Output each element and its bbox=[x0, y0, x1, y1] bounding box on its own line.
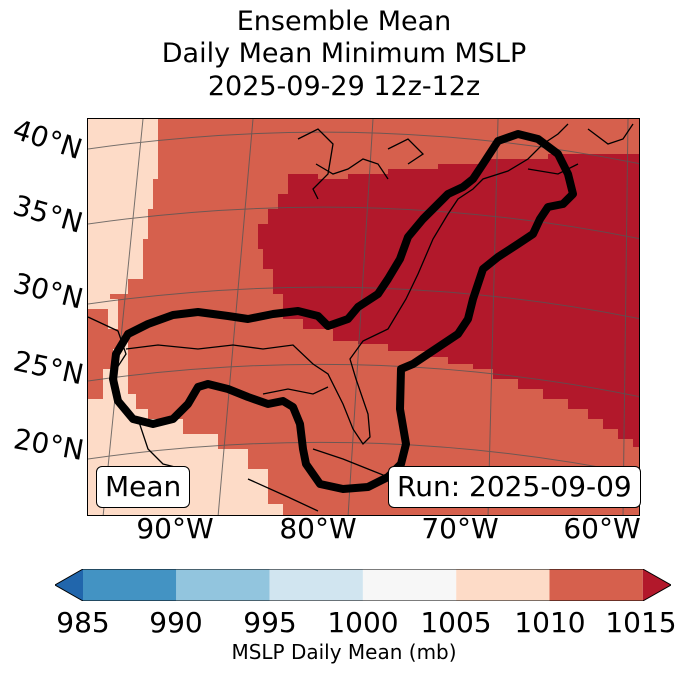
colorbar-tick-985: 985 bbox=[56, 606, 110, 639]
lat-label-20: 20°N bbox=[11, 422, 87, 468]
lon-label-60w: 60°W bbox=[563, 512, 641, 545]
colorbar-segment-995-1000 bbox=[269, 569, 363, 601]
colorbar-tick-1015: 1015 bbox=[605, 606, 677, 639]
colorbar-extend-low bbox=[55, 569, 83, 601]
colorbar-tick-1010: 1010 bbox=[514, 606, 586, 639]
colorbar-segment-990-995 bbox=[176, 569, 270, 601]
lon-label-70w: 70°W bbox=[421, 512, 499, 545]
title-line-3: 2025-09-29 12z-12z bbox=[207, 71, 481, 102]
colorbar-label: MSLP Daily Mean (mb) bbox=[231, 640, 457, 664]
colorbar-segment-985-990 bbox=[83, 569, 177, 601]
lat-label-40: 40°N bbox=[8, 112, 87, 167]
colorbar-extend-high bbox=[642, 569, 671, 601]
colorbar bbox=[55, 569, 671, 601]
lat-label-25: 25°N bbox=[10, 344, 87, 392]
colorbar-tick-1000: 1000 bbox=[327, 606, 399, 639]
colorbar-tick-990: 990 bbox=[149, 606, 203, 639]
colorbar-segment-1010-1015 bbox=[549, 569, 643, 601]
mslp-field bbox=[88, 119, 639, 515]
colorbar-tick-995: 995 bbox=[243, 606, 297, 639]
threshold-outline bbox=[109, 130, 577, 493]
title-line-1: Ensemble Mean bbox=[236, 6, 452, 37]
graticule bbox=[88, 119, 639, 515]
colorbar-segment-1005-1010 bbox=[456, 569, 550, 601]
lat-label-35: 35°N bbox=[9, 188, 87, 240]
mslp-contour-1015 bbox=[258, 154, 639, 447]
colorbar-tick-1005: 1005 bbox=[420, 606, 492, 639]
lon-label-90w: 90°W bbox=[136, 512, 214, 545]
mean-label-box: Mean bbox=[96, 466, 191, 508]
title-line-2: Daily Mean Minimum MSLP bbox=[161, 38, 527, 69]
map-panel bbox=[87, 118, 640, 516]
colorbar-segment-1000-1005 bbox=[362, 569, 457, 601]
lat-label-30: 30°N bbox=[10, 266, 87, 316]
mslp-contour-1010-south bbox=[88, 309, 123, 399]
lon-label-80w: 80°W bbox=[279, 512, 357, 545]
run-label-box: Run: 2025-09-09 bbox=[388, 466, 641, 508]
